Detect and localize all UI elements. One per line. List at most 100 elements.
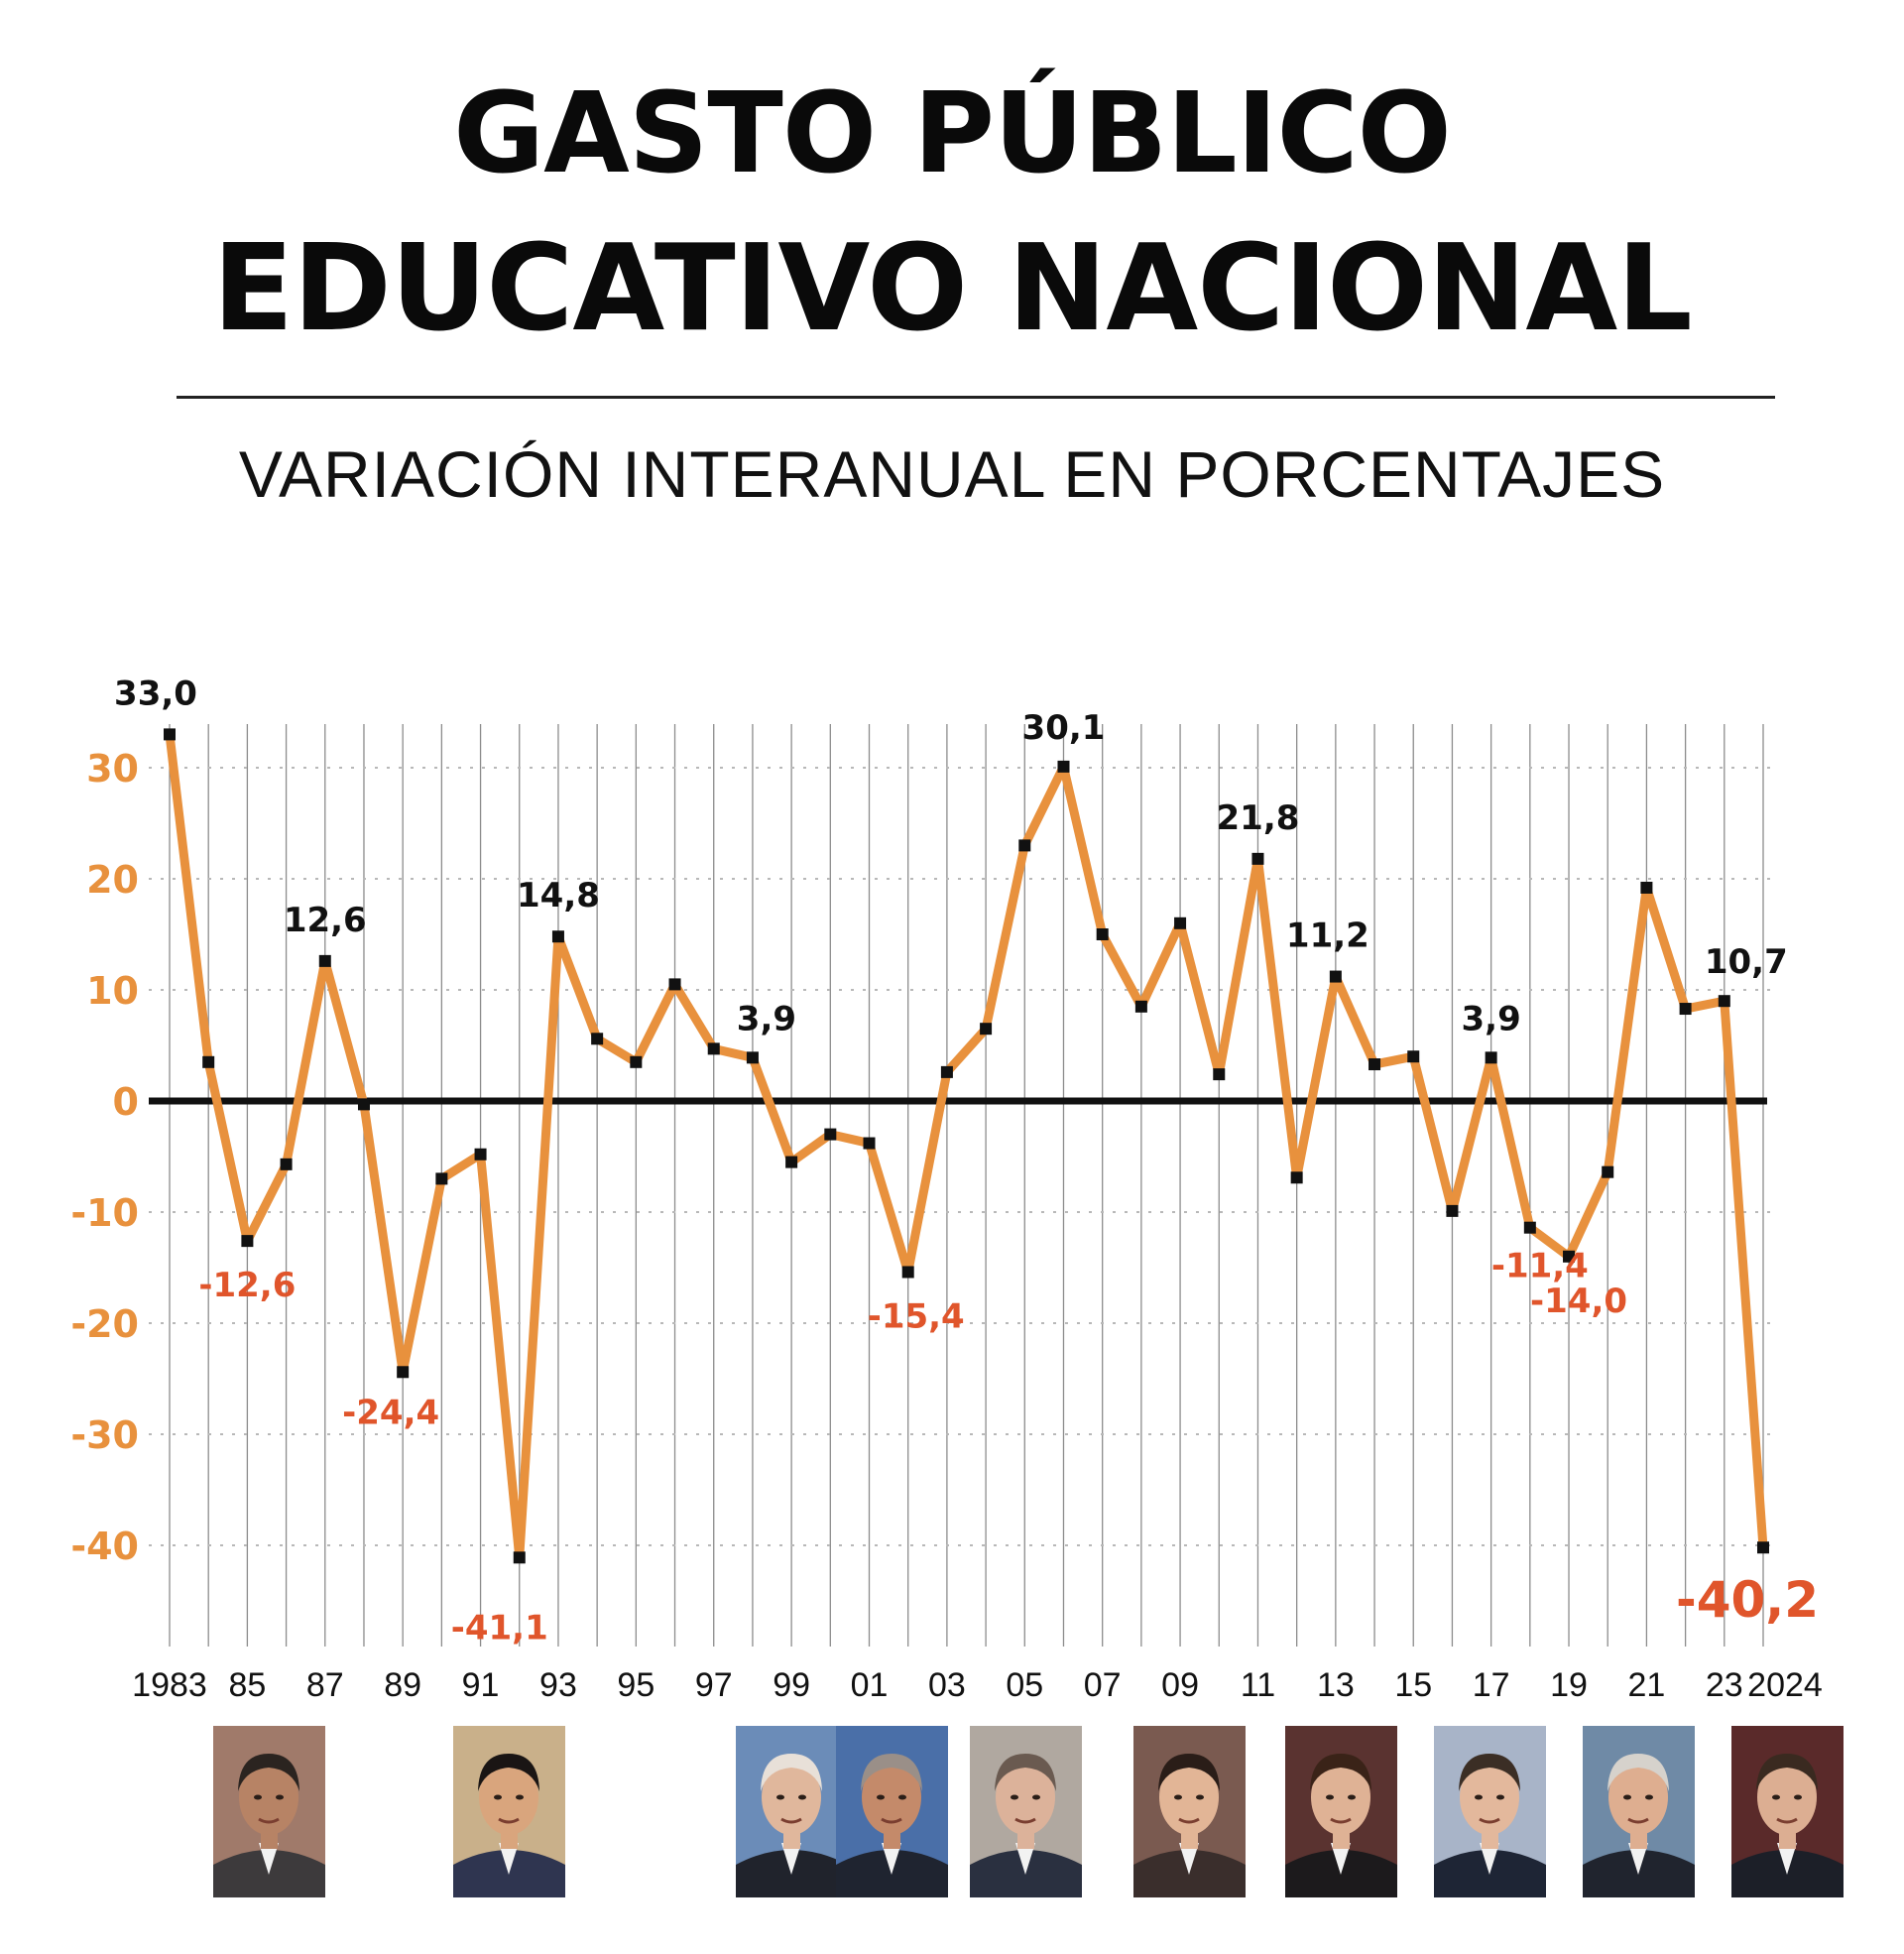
x-tick-label: 99 [773,1666,810,1704]
portrait-2015 [1434,1726,1546,1897]
x-tick-label: 1983 [132,1666,207,1704]
data-label-1989: -24,4 [342,1393,439,1432]
data-point-1993 [551,930,564,943]
data-label-1987: 12,6 [284,901,367,940]
data-labels: 33,0 -12,6 12,6 -24,4 -41,1 14,8 3,9 -15,4 30,1 2… [114,673,1819,1648]
data-point-2009 [1174,916,1187,929]
data-point-2017 [1485,1051,1497,1064]
data-label-2023: 10,7 [1705,942,1788,982]
x-tick-label: 15 [1394,1666,1432,1704]
x-tick-label: 21 [1628,1666,1666,1704]
x-tick-label: 95 [617,1666,654,1704]
data-point-2003 [940,1065,953,1078]
portrait-2003 [970,1726,1082,1897]
data-point-2010 [1213,1068,1226,1081]
y-axis-tick-labels: 30 20 10 0 -10 -20 -30 -40 [70,747,139,1568]
data-point-2016 [1446,1204,1459,1217]
data-label-2011: 21,8 [1217,798,1300,838]
portrait-2023 [1731,1726,1844,1897]
data-point-2008 [1134,1000,1147,1013]
data-point-1983 [164,728,176,741]
portrait-2002 [836,1726,948,1897]
y-tick-label: -40 [70,1525,139,1568]
chart-title-line-1: GASTO PÚBLICO [453,69,1452,198]
data-point-2000 [824,1128,837,1141]
data-label-2017: 3,9 [1462,999,1521,1038]
data-point-2004 [980,1023,993,1036]
portrait-1989 [453,1726,565,1897]
data-point-2006 [1057,760,1070,773]
x-tick-label: 97 [695,1666,733,1704]
data-point-2011 [1251,852,1264,865]
data-point-1987 [318,954,331,967]
x-tick-label: 09 [1161,1666,1199,1704]
y-tick-label: 20 [86,858,139,902]
x-tick-label: 89 [384,1666,421,1704]
chart-subtitle: VARIACIÓN INTERANUAL EN PORCENTAJES [238,437,1666,511]
x-tick-label: 85 [228,1666,266,1704]
x-tick-label: 07 [1084,1666,1122,1704]
data-point-1996 [668,978,681,991]
x-tick-label: 23 [1706,1666,1743,1704]
data-point-1995 [630,1055,643,1068]
portrait-1983 [213,1726,325,1897]
data-point-1984 [202,1055,215,1068]
data-label-1993: 14,8 [517,876,600,916]
data-point-1989 [397,1366,410,1379]
data-point-1998 [746,1051,759,1064]
data-point-2014 [1368,1058,1381,1071]
x-tick-label: 03 [928,1666,966,1704]
x-tick-label: 11 [1241,1666,1275,1704]
data-label-2013: 11,2 [1286,916,1369,956]
data-point-1999 [785,1156,798,1168]
data-point-2018 [1523,1221,1536,1234]
data-label-1998: 3,9 [737,999,796,1038]
data-point-2023 [1718,995,1730,1008]
vertical-gridlines [169,724,1764,1647]
data-label-2018: -11,4 [1491,1247,1589,1286]
x-tick-label: 2024 [1747,1666,1823,1704]
x-tick-label: 17 [1473,1666,1510,1704]
data-label-1983: 33,0 [114,673,197,713]
data-point-1990 [435,1172,448,1185]
x-tick-label: 05 [1006,1666,1043,1704]
y-tick-label: 10 [86,969,139,1013]
data-point-2019 [1563,1250,1576,1263]
data-point-2007 [1096,928,1109,940]
y-tick-label: -30 [70,1413,139,1457]
data-label-2019: -14,0 [1530,1282,1627,1321]
x-tick-label: 87 [306,1666,344,1704]
x-tick-label: 91 [462,1666,500,1704]
x-axis-tick-labels: 1983 85 87 89 91 93 95 97 99 01 03 05 07 09 11 13 15 17 19… [132,1666,1823,1704]
data-point-2002 [901,1266,914,1279]
data-point-2013 [1329,970,1342,983]
data-label-2006: 30,1 [1022,708,1106,748]
data-point-1991 [474,1148,487,1160]
portrait-1999 [736,1726,848,1897]
title-divider [177,396,1775,399]
portrait-2019 [1583,1726,1695,1897]
data-point-2024 [1757,1541,1769,1554]
data-label-2002: -15,4 [868,1296,965,1336]
data-point-2022 [1679,1003,1692,1016]
x-tick-label: 13 [1317,1666,1355,1704]
data-point-2021 [1640,881,1653,894]
data-label-1992: -41,1 [451,1608,548,1648]
portrait-2011 [1285,1726,1397,1897]
data-point-1994 [591,1033,604,1045]
y-tick-label: -20 [70,1302,139,1346]
data-point-2005 [1018,839,1031,852]
y-tick-label: 30 [86,747,139,791]
chart-title-line-2: EDUCATIVO NACIONAL [212,220,1693,358]
data-label-1985: -12,6 [198,1266,296,1305]
data-point-1985 [241,1235,254,1248]
data-label-2024: -40,2 [1676,1571,1819,1629]
y-tick-label: -10 [70,1191,139,1235]
y-tick-label: 0 [113,1080,139,1124]
data-point-1997 [707,1042,720,1055]
series-line [165,733,1768,1562]
data-point-1992 [513,1551,526,1564]
data-point-1986 [280,1158,293,1170]
x-tick-label: 93 [539,1666,577,1704]
data-point-1988 [357,1098,370,1111]
